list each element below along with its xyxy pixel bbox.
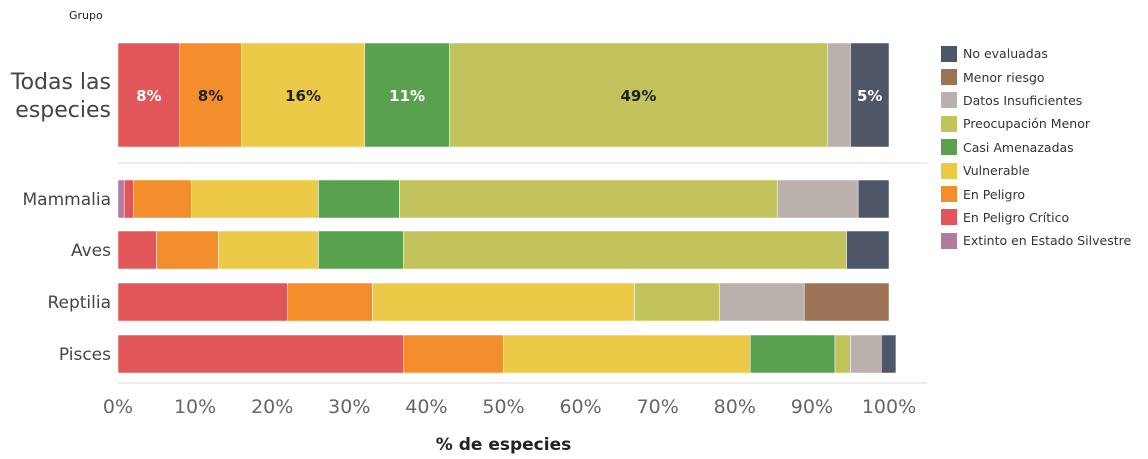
bar-aves-preocupacion-menor [403, 230, 847, 270]
legend-item-en-peligro[interactable]: En Peligro [941, 182, 1131, 205]
bar-todas-las-especies-en-peligro [179, 42, 242, 148]
bar-pisces-datos-insuficientes [850, 334, 882, 374]
bar-todas-las-especies-no-evaluadas [850, 42, 890, 148]
bar-pisces-en-peligro [403, 334, 504, 374]
bar-aves-en-peligro-critico [117, 230, 157, 270]
legend-item-datos-insuficientes[interactable]: Datos Insuficientes [941, 89, 1131, 112]
legend-swatch [941, 115, 957, 132]
x-axis-title: % de especies [436, 435, 571, 455]
bar-mammalia-en-peligro-critico [123, 179, 134, 219]
bar-aves-en-peligro [156, 230, 219, 270]
legend-swatch [941, 92, 957, 109]
data-label-preocupacion-menor: 49% [620, 87, 656, 105]
data-label-en-peligro: 8% [198, 87, 223, 105]
category-label-aves: Aves [71, 241, 111, 261]
bar-todas-las-especies-casi-amenazadas [364, 42, 450, 148]
bar-mammalia-no-evaluadas [857, 179, 890, 219]
bar-aves-no-evaluadas [846, 230, 890, 270]
x-tick-label-40pct: 40% [405, 396, 447, 418]
bar-reptilia-menor-riesgo [803, 282, 890, 322]
bar-pisces-preocupacion-menor [834, 334, 851, 374]
legend-item-extinto-en-estado-silvestre[interactable]: Extinto en Estado Silvestre [941, 229, 1131, 252]
legend-label: En Peligro Crítico [963, 209, 1070, 225]
legend-label: Menor riesgo [963, 69, 1045, 85]
legend-label: Datos Insuficientes [963, 92, 1083, 108]
x-tick-label-50pct: 50% [482, 396, 524, 418]
x-tick-label-10pct: 10% [174, 396, 216, 418]
bar-pisces-en-peligro-critico [117, 334, 404, 374]
legend-swatch [941, 232, 957, 249]
bar-mammalia-extinto-en-estado-silvestre [117, 179, 125, 219]
bar-mammalia-casi-amenazadas [318, 179, 400, 219]
x-tick-label-20pct: 20% [251, 396, 293, 418]
legend-label: Vulnerable [963, 163, 1030, 179]
data-label-casi-amenazadas: 11% [389, 87, 425, 105]
bar-mammalia-vulnerable [190, 179, 319, 219]
bar-aves-casi-amenazadas [318, 230, 404, 270]
legend-label: Casi Amenazadas [963, 139, 1074, 155]
x-tick-label-70pct: 70% [637, 396, 679, 418]
legend-swatch [941, 209, 957, 226]
x-tick-label-80pct: 80% [714, 396, 756, 418]
bar-mammalia-en-peligro [133, 179, 192, 219]
bar-pisces-casi-amenazadas [749, 334, 836, 374]
legend-label: Preocupación Menor [963, 116, 1090, 132]
data-label-no-evaluadas: 5% [857, 87, 882, 105]
bar-todas-las-especies-vulnerable [241, 42, 365, 148]
bar-mammalia-preocupacion-menor [399, 179, 778, 219]
legend-item-no-evaluadas[interactable]: No evaluadas [941, 42, 1131, 65]
data-label-en-peligro-critico: 8% [136, 87, 161, 105]
legend-item-vulnerable[interactable]: Vulnerable [941, 159, 1131, 182]
bar-reptilia-datos-insuficientes [719, 282, 805, 322]
bar-todas-las-especies-datos-insuficientes [827, 42, 851, 148]
bar-reptilia-en-peligro [287, 282, 373, 322]
bar-pisces-vulnerable [503, 334, 751, 374]
x-tick-label-100pct: 100% [862, 396, 916, 418]
legend-swatch [941, 69, 957, 86]
x-tick-label-90pct: 90% [791, 396, 833, 418]
legend-item-en-peligro-critico[interactable]: En Peligro Crítico [941, 206, 1131, 229]
bar-reptilia-preocupacion-menor [634, 282, 720, 322]
legend-item-casi-amenazadas[interactable]: Casi Amenazadas [941, 136, 1131, 159]
legend-label: Extinto en Estado Silvestre [963, 233, 1132, 249]
bar-mammalia-datos-insuficientes [776, 179, 859, 219]
category-label-mammalia: Mammalia [23, 190, 112, 210]
bar-reptilia-en-peligro-critico [117, 282, 288, 322]
legend-swatch [941, 162, 957, 179]
bar-reptilia-vulnerable [372, 282, 635, 322]
legend: No evaluadas Menor riesgo Datos Insuficien… [941, 42, 1131, 253]
legend-item-preocupacion-menor[interactable]: Preocupación Menor [941, 112, 1131, 135]
legend-label: En Peligro [963, 186, 1025, 202]
legend-item-menor-riesgo[interactable]: Menor riesgo [941, 65, 1131, 88]
legend-swatch [941, 45, 957, 62]
bar-pisces-no-evaluadas [881, 334, 897, 374]
legend-swatch [941, 186, 957, 203]
category-label-pisces: Pisces [59, 345, 111, 365]
bar-aves-vulnerable [217, 230, 319, 270]
x-tick-label-0pct: 0% [103, 396, 133, 418]
category-label-reptilia: Reptilia [47, 293, 111, 313]
legend-swatch [941, 139, 957, 156]
data-label-vulnerable: 16% [285, 87, 321, 105]
x-tick-label-30pct: 30% [328, 396, 370, 418]
bar-todas-las-especies-en-peligro-critico [117, 42, 180, 148]
x-tick-label-60pct: 60% [559, 396, 601, 418]
legend-label: No evaluadas [963, 46, 1048, 62]
group-header-label: Grupo [69, 9, 103, 22]
category-label-todas-las-especies: Todas las especies [10, 70, 111, 123]
